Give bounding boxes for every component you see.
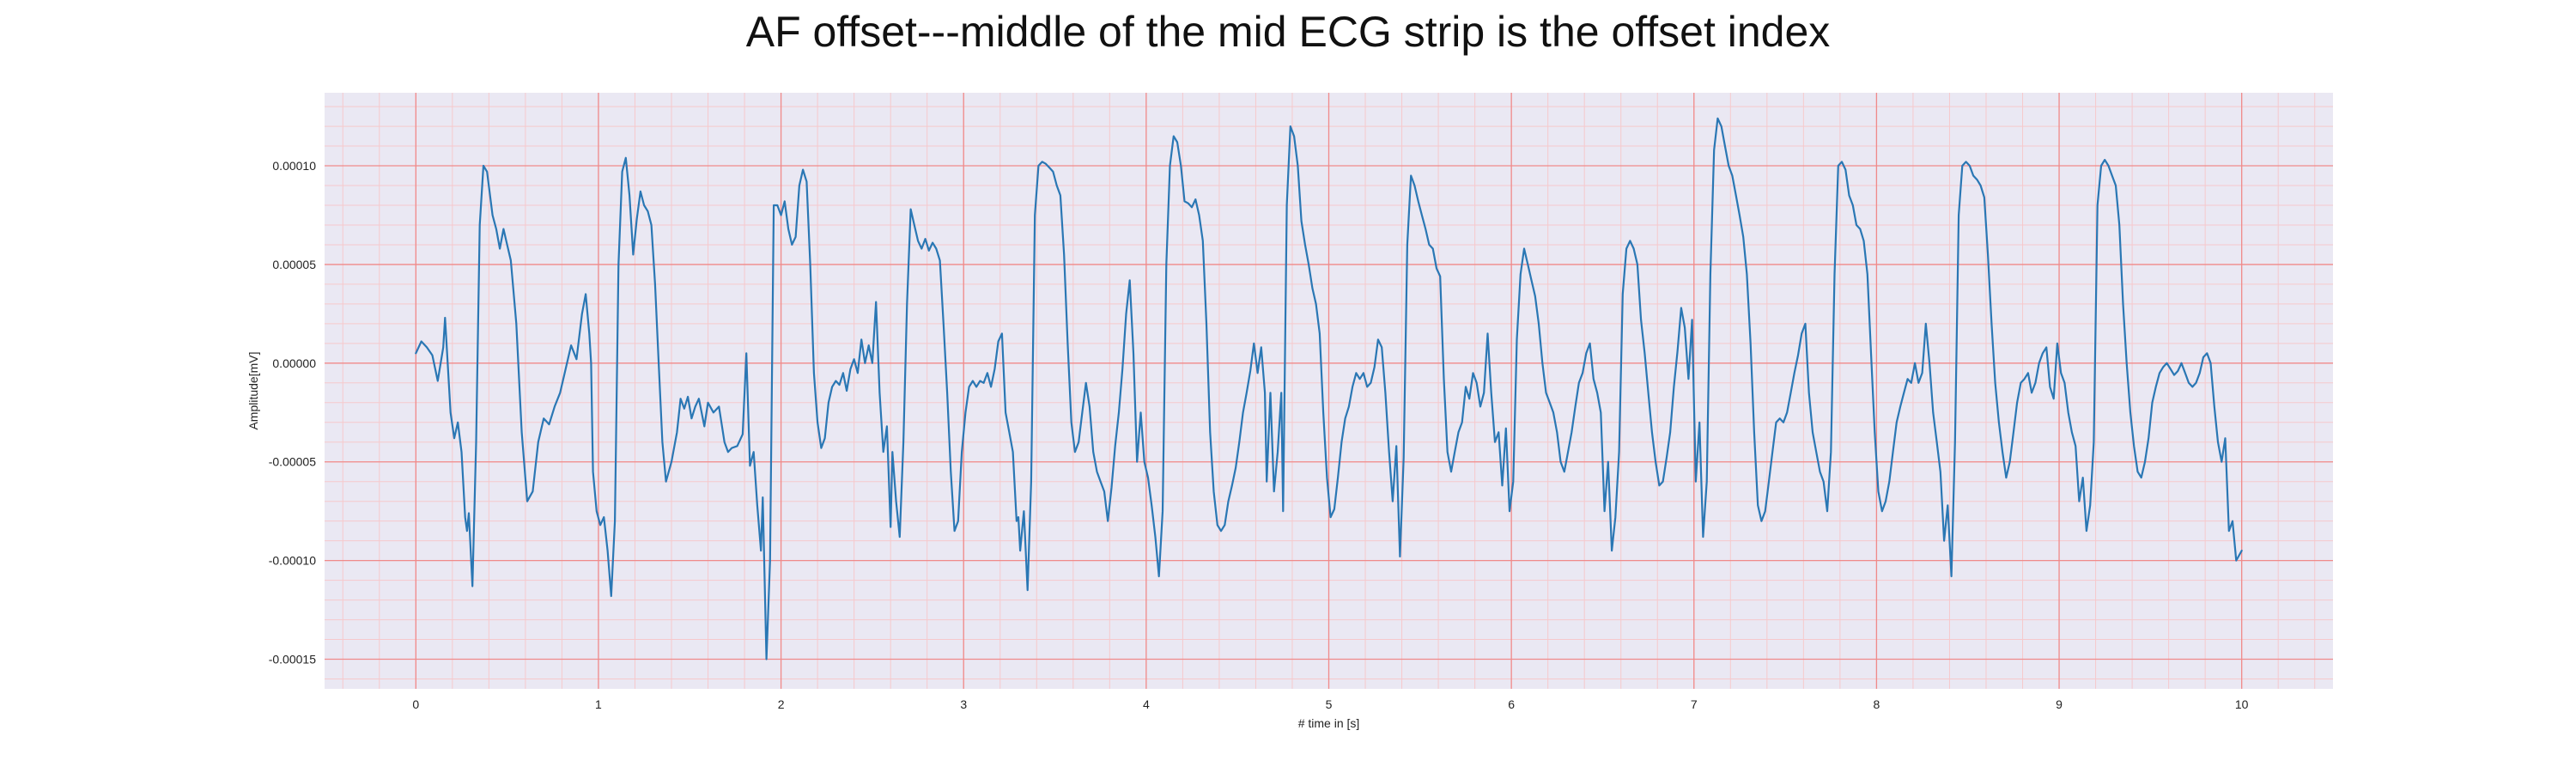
x-tick-label: 5 [1326,697,1333,711]
chart-title: AF offset---middle of the mid ECG strip … [745,8,1831,56]
y-tick-labels: -0.00015 -0.00010 -0.00005 0.00000 0.00005 0.… [269,159,316,666]
y-tick-label: -0.00005 [269,455,316,469]
y-tick-label: -0.00010 [269,554,316,568]
y-tick-label: -0.00015 [269,653,316,666]
x-tick-label: 7 [1691,697,1698,711]
x-tick-label: 0 [412,697,419,711]
x-tick-label: 10 [2235,697,2249,711]
x-tick-label: 4 [1143,697,1150,711]
ecg-series-line [415,117,2243,660]
x-tick-label: 8 [1874,697,1880,711]
y-axis-label: Amplitude[mV] [246,351,260,429]
y-tick-label: 0.00000 [272,356,316,370]
x-tick-label: 2 [778,697,785,711]
x-axis-label: # time in [s] [1298,716,1360,730]
x-tick-labels: 0 1 2 3 4 5 6 7 8 9 10 [412,697,2248,711]
x-tick-label: 9 [2056,697,2063,711]
x-tick-label: 1 [595,697,602,711]
x-tick-label: 3 [960,697,967,711]
y-tick-label: 0.00005 [272,258,316,271]
x-tick-label: 6 [1508,697,1515,711]
y-tick-label: 0.00010 [272,159,316,173]
series-layer [415,117,2243,660]
major-grid [325,93,2333,689]
